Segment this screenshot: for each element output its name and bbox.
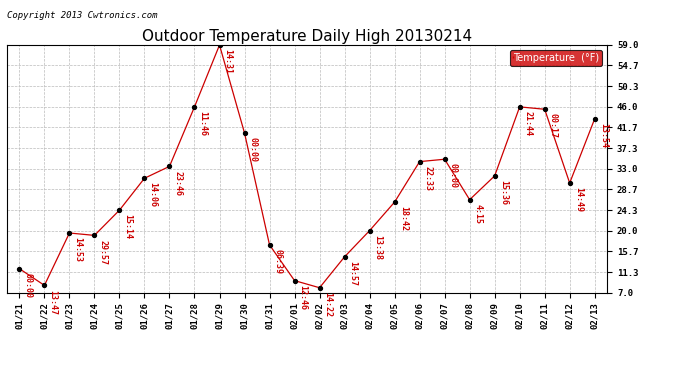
Point	[214, 42, 225, 48]
Point	[64, 230, 75, 236]
Text: 21:44: 21:44	[524, 111, 533, 136]
Point	[314, 285, 325, 291]
Point	[239, 130, 250, 136]
Text: 14:53: 14:53	[74, 237, 83, 262]
Point	[564, 180, 575, 186]
Point	[89, 232, 100, 238]
Text: 14:49: 14:49	[574, 187, 583, 212]
Text: 00:17: 00:17	[549, 113, 558, 138]
Text: 00:00: 00:00	[248, 137, 257, 162]
Point	[489, 173, 500, 179]
Text: 15:36: 15:36	[499, 180, 508, 205]
Point	[189, 104, 200, 110]
Text: Copyright 2013 Cwtronics.com: Copyright 2013 Cwtronics.com	[7, 11, 157, 20]
Text: 13:47: 13:47	[48, 290, 57, 315]
Text: 23:46: 23:46	[174, 171, 183, 195]
Point	[589, 116, 600, 122]
Legend: Temperature  (°F): Temperature (°F)	[511, 50, 602, 66]
Point	[539, 106, 550, 112]
Point	[464, 196, 475, 202]
Point	[14, 266, 25, 272]
Text: 06:39: 06:39	[274, 249, 283, 274]
Text: 18:42: 18:42	[399, 206, 408, 231]
Point	[414, 159, 425, 165]
Text: 14:31: 14:31	[224, 49, 233, 74]
Point	[139, 175, 150, 181]
Text: 15:14: 15:14	[124, 214, 132, 239]
Text: 14:22: 14:22	[324, 292, 333, 317]
Point	[364, 228, 375, 234]
Point	[289, 278, 300, 284]
Point	[339, 254, 350, 260]
Text: 14:57: 14:57	[348, 261, 357, 286]
Text: 00:00: 00:00	[448, 164, 457, 188]
Point	[39, 282, 50, 288]
Point	[514, 104, 525, 110]
Text: 13:38: 13:38	[374, 235, 383, 260]
Text: 22:33: 22:33	[424, 166, 433, 191]
Point	[114, 207, 125, 213]
Text: 4:15: 4:15	[474, 204, 483, 224]
Point	[439, 156, 450, 162]
Point	[164, 164, 175, 170]
Text: 13:54: 13:54	[599, 123, 608, 148]
Point	[389, 199, 400, 205]
Text: 14:06: 14:06	[148, 182, 157, 207]
Text: 12:46: 12:46	[299, 285, 308, 310]
Text: 11:46: 11:46	[199, 111, 208, 136]
Title: Outdoor Temperature Daily High 20130214: Outdoor Temperature Daily High 20130214	[142, 29, 472, 44]
Point	[264, 242, 275, 248]
Text: 29:57: 29:57	[99, 240, 108, 264]
Text: 00:00: 00:00	[23, 273, 32, 298]
